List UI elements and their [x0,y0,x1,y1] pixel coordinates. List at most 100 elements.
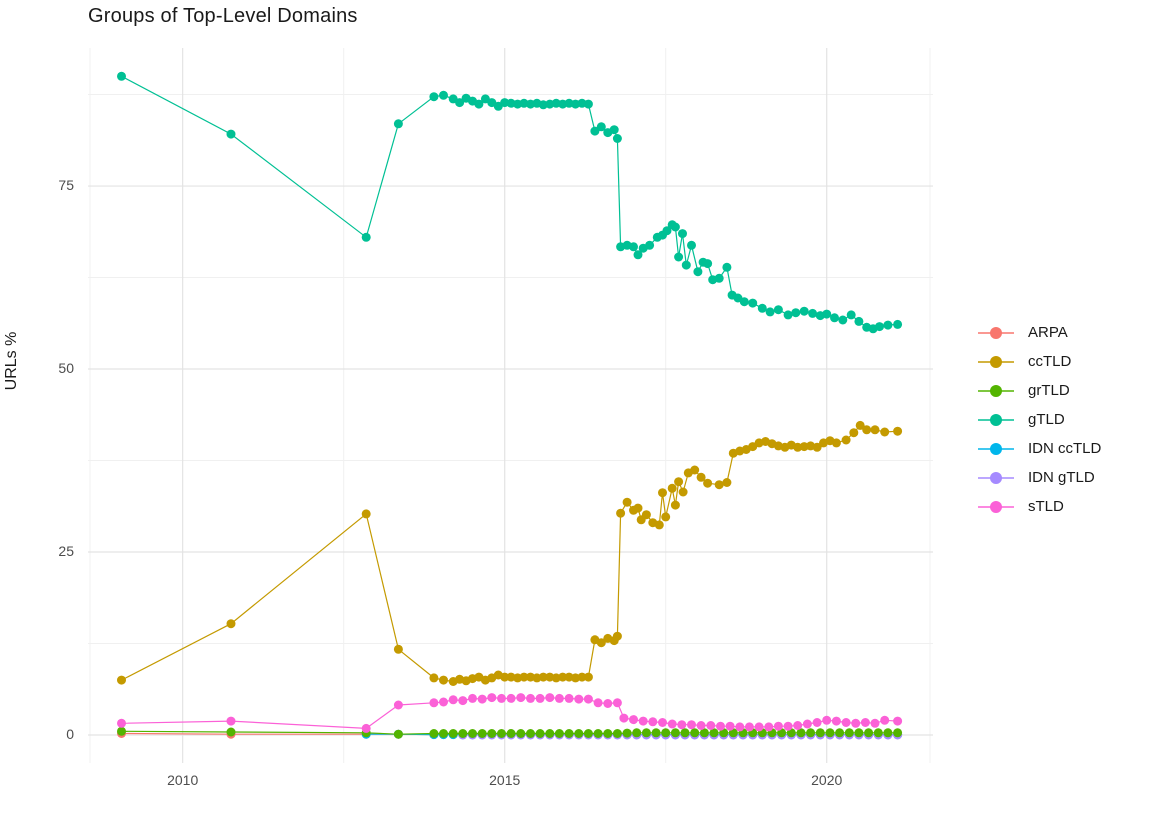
data-point [612,134,622,143]
data-point [641,728,651,738]
data-point [535,729,545,738]
data-point [670,500,680,510]
data-point [468,693,477,703]
data-point [851,718,861,728]
data-point [812,442,822,452]
data-point [474,99,484,109]
data-point [678,229,687,239]
data-point [477,729,487,738]
series-line [121,75,898,330]
data-point [703,478,713,488]
x-tick-label: 2020 [811,772,843,788]
data-point [744,722,754,732]
data-point [429,673,439,683]
data-point [448,695,458,705]
data-point [616,508,626,518]
data-point [735,722,745,732]
data-point [880,427,890,437]
data-point [117,726,126,736]
data-point [706,721,716,730]
data-point [783,721,793,731]
legend-item-idn-cctld: IDN ccTLD [978,434,1101,463]
data-point [554,729,564,738]
legend-label: gTLD [1028,411,1065,428]
data-point [516,729,526,738]
data-point [838,315,848,325]
data-point [674,252,684,262]
data-point [226,727,236,737]
data-point [793,442,803,452]
data-point [709,728,719,738]
legend-label: grTLD [1028,382,1070,399]
data-point [429,698,439,708]
data-point [538,100,548,110]
data-point [725,721,735,731]
data-point [458,729,468,738]
series-grtld [117,726,903,739]
data-point [791,308,801,318]
data-point [564,729,574,738]
data-point [477,694,487,704]
data-point [855,420,865,430]
data-point [661,728,671,738]
data-point [880,715,890,725]
data-point [593,729,603,738]
data-point [690,728,700,738]
data-point [677,720,687,730]
data-point [583,729,593,738]
legend-label: sTLD [1028,498,1064,515]
data-point [699,728,709,738]
data-point [662,226,672,236]
data-point [693,267,703,277]
data-point [844,728,854,738]
data-point [875,322,884,332]
data-point [773,305,783,315]
data-point [590,126,600,136]
data-point [226,716,236,726]
data-point [765,307,775,317]
legend-key-icon [978,500,1014,513]
data-point [612,631,622,641]
data-point [497,729,506,738]
data-point [651,728,661,738]
data-point [822,715,832,725]
data-point [815,728,825,738]
data-point [439,697,448,707]
data-point [583,694,593,704]
data-point [670,222,680,232]
data-point [793,721,803,730]
data-point [846,310,856,320]
data-point [739,297,749,307]
data-point [716,721,725,731]
data-point [558,672,568,682]
data-point [841,435,851,445]
data-point [226,129,236,139]
data-point [822,309,832,319]
data-point [526,729,535,738]
data-point [596,122,606,132]
data-point [439,729,448,738]
data-point [722,262,732,272]
data-point [687,720,696,730]
data-point [854,728,864,738]
data-point [678,487,688,497]
data-point [468,729,477,738]
data-point [648,717,658,727]
legend-label: ccTLD [1028,353,1072,370]
data-point [670,728,680,738]
series-gtld [117,71,903,334]
legend-key-icon [978,442,1014,455]
data-point [393,644,403,654]
data-point [696,472,706,482]
data-point [893,319,903,329]
data-point [429,92,439,102]
data-point [361,232,371,242]
data-point [714,273,724,283]
data-point [883,728,893,738]
legend-label: ARPA [1028,324,1068,341]
data-point [754,722,764,732]
data-point [667,719,677,729]
legend-key-dot [990,326,1002,339]
data-point [393,700,403,710]
data-point [808,308,818,318]
